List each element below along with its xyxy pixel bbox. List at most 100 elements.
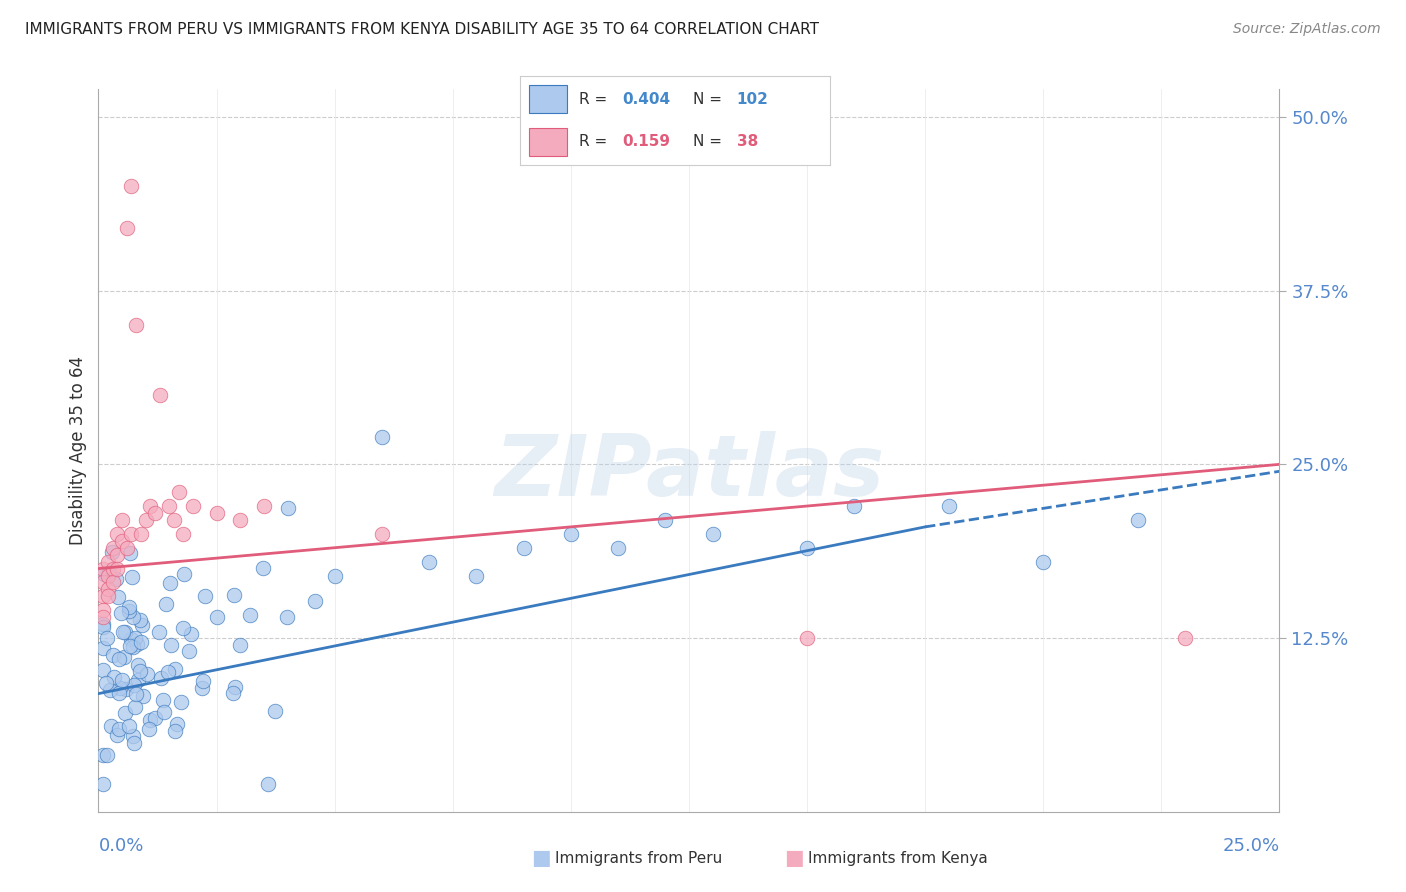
- Point: [844, 499, 866, 513]
- Point: [172, 621, 194, 635]
- Point: [101, 575, 124, 590]
- Point: [100, 719, 122, 733]
- Point: [165, 723, 187, 738]
- Point: [105, 548, 128, 562]
- Point: [110, 607, 132, 621]
- Point: [277, 501, 299, 516]
- Point: [105, 572, 128, 586]
- Point: [163, 662, 186, 676]
- Point: [101, 561, 124, 575]
- Point: [418, 555, 440, 569]
- Point: [304, 594, 326, 608]
- Point: [222, 686, 245, 700]
- Point: [1032, 555, 1054, 569]
- Point: [323, 568, 346, 582]
- Text: Immigrants from Peru: Immigrants from Peru: [555, 851, 723, 865]
- Text: ZIPatlas: ZIPatlas: [494, 431, 884, 514]
- Text: 0.404: 0.404: [623, 92, 671, 106]
- Point: [114, 625, 136, 640]
- Point: [139, 499, 162, 513]
- Point: [118, 719, 141, 733]
- Point: [181, 499, 204, 513]
- Point: [135, 513, 157, 527]
- Point: [121, 526, 143, 541]
- Point: [115, 221, 138, 235]
- Text: 38: 38: [737, 135, 758, 149]
- Point: [96, 747, 118, 762]
- Text: ■: ■: [785, 848, 804, 868]
- Point: [112, 625, 135, 640]
- Point: [112, 649, 135, 664]
- Point: [97, 555, 120, 569]
- Point: [702, 526, 724, 541]
- Point: [129, 635, 152, 649]
- Point: [91, 640, 114, 655]
- Text: N =: N =: [693, 92, 727, 106]
- Point: [239, 607, 262, 622]
- Point: [125, 636, 148, 650]
- Point: [205, 506, 228, 520]
- Point: [97, 568, 120, 582]
- Point: [152, 705, 174, 719]
- Point: [152, 693, 174, 707]
- Point: [132, 689, 155, 703]
- Point: [160, 638, 183, 652]
- Point: [138, 722, 160, 736]
- Point: [129, 613, 152, 627]
- Text: Immigrants from Kenya: Immigrants from Kenya: [808, 851, 988, 865]
- Point: [131, 618, 153, 632]
- Point: [91, 747, 114, 762]
- Point: [607, 541, 630, 555]
- Point: [145, 711, 167, 725]
- Point: [512, 541, 534, 555]
- Point: [111, 533, 134, 548]
- Point: [205, 610, 228, 624]
- Point: [170, 695, 193, 709]
- Point: [97, 566, 120, 580]
- Point: [127, 673, 149, 687]
- Point: [124, 700, 146, 714]
- Point: [122, 640, 145, 654]
- Point: [166, 717, 188, 731]
- Point: [173, 566, 195, 581]
- Point: [124, 631, 146, 645]
- Point: [111, 513, 134, 527]
- Point: [150, 671, 173, 685]
- Point: [143, 506, 166, 520]
- FancyBboxPatch shape: [530, 85, 567, 113]
- Point: [111, 673, 134, 687]
- Point: [1174, 631, 1197, 645]
- Point: [125, 687, 148, 701]
- Point: [97, 590, 120, 604]
- Point: [122, 678, 145, 692]
- Point: [155, 597, 177, 611]
- Point: [371, 526, 394, 541]
- Point: [91, 610, 114, 624]
- Point: [149, 388, 172, 402]
- Point: [194, 589, 217, 603]
- Point: [91, 590, 114, 604]
- Text: 0.0%: 0.0%: [98, 837, 143, 855]
- Point: [107, 590, 129, 604]
- Point: [135, 666, 157, 681]
- Point: [276, 610, 298, 624]
- Point: [224, 680, 246, 694]
- Point: [91, 777, 114, 791]
- Point: [1126, 513, 1149, 527]
- Point: [103, 648, 125, 663]
- Text: 0.159: 0.159: [623, 135, 671, 149]
- Point: [91, 575, 114, 590]
- Point: [125, 318, 148, 333]
- Point: [129, 526, 152, 541]
- Point: [118, 600, 141, 615]
- Point: [91, 561, 114, 575]
- Point: [371, 429, 394, 443]
- Text: R =: R =: [579, 92, 612, 106]
- Point: [105, 728, 128, 742]
- Point: [127, 658, 149, 673]
- Point: [114, 706, 136, 721]
- Point: [263, 704, 285, 718]
- Point: [253, 499, 276, 513]
- Point: [229, 513, 252, 527]
- Point: [97, 582, 120, 597]
